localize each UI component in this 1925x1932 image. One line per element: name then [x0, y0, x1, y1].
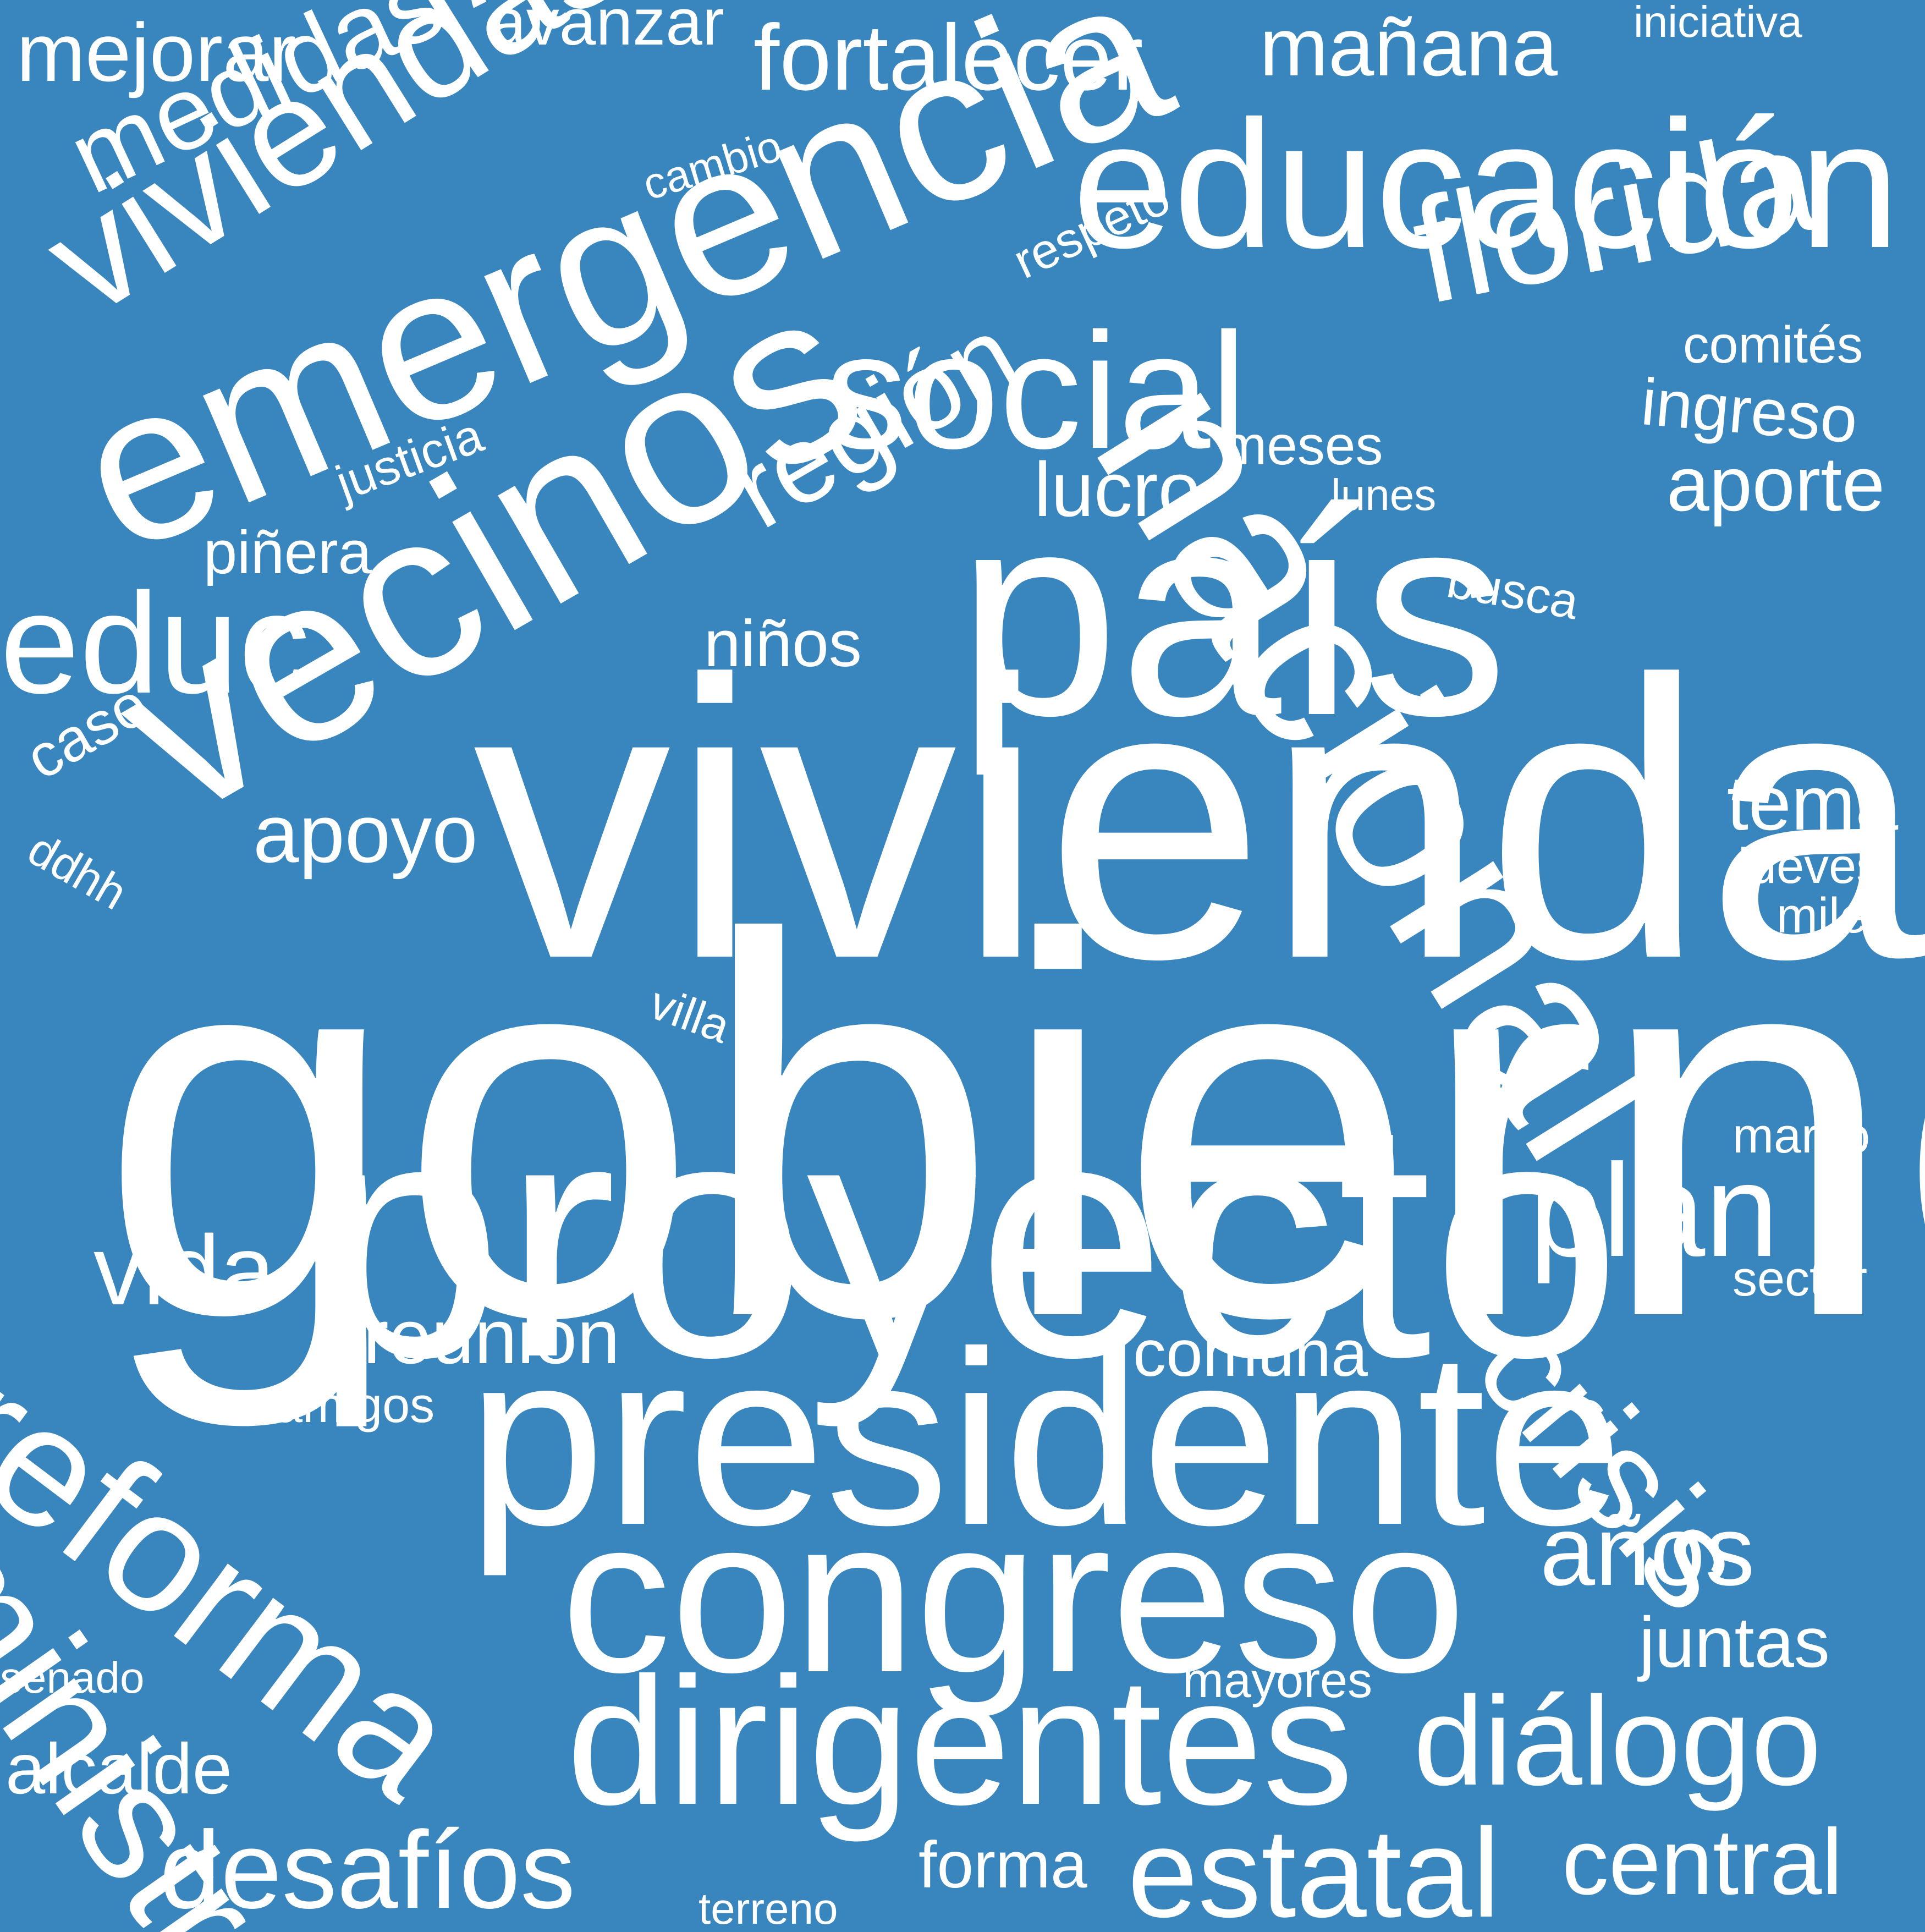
- word-miles: miles: [1777, 888, 1893, 943]
- word-dirigentes: dirigentes: [566, 1639, 1354, 1842]
- word-manana: mañana: [1260, 1, 1558, 93]
- word-tema: tema: [1727, 760, 1899, 846]
- word-ninos: niños: [704, 607, 862, 680]
- word-sector: sector: [1733, 1252, 1868, 1307]
- word-pais: país: [957, 451, 1508, 776]
- word-juntas: juntas: [1639, 1602, 1830, 1682]
- word-comites: comités: [1683, 316, 1863, 374]
- word-dialogo: diálogo: [1414, 1670, 1822, 1812]
- word-ingreso: ingreso: [1638, 365, 1861, 457]
- word-jueves: jueves: [1738, 839, 1882, 894]
- word-apoyo: apoyo: [253, 787, 478, 880]
- word-plan: plan: [1529, 1137, 1779, 1284]
- word-proyecto: proyecto: [314, 1047, 1621, 1428]
- word-terreno: terreno: [698, 1884, 838, 1932]
- word-alcalde: alcalde: [6, 1728, 232, 1809]
- word-lucro: lucro: [1034, 446, 1201, 533]
- word-central: central: [1562, 1810, 1843, 1914]
- word-gobierno: gobierno: [99, 826, 1925, 1429]
- word-iniciativa: iniciativa: [1634, 0, 1802, 46]
- word-amigos: amigos: [275, 1378, 435, 1433]
- word-vida: vida: [94, 1215, 276, 1326]
- word-forma: forma: [919, 1828, 1087, 1902]
- word-mejorar: mejorar: [16, 6, 296, 98]
- word-marco: marco: [1733, 1108, 1871, 1163]
- word-reunion: reunión: [363, 1293, 620, 1380]
- word-presidente: presidente: [468, 1300, 1624, 1577]
- word-desafios: desafíos: [160, 1809, 576, 1931]
- word-congreso: congreso: [561, 1472, 1466, 1718]
- word-lunes: lunes: [1331, 470, 1437, 519]
- word-aporte: aporte: [1667, 441, 1885, 527]
- word-estatal: estatal: [1128, 1802, 1500, 1932]
- word-educ: educ: [0, 564, 310, 723]
- word-meses: meses: [1221, 415, 1383, 476]
- word-senado: senado: [0, 1653, 145, 1702]
- word-vivienda: vivienda: [473, 598, 1925, 1041]
- word-avanzar: avanzar: [490, 0, 724, 59]
- word-mayores: mayores: [1182, 1653, 1373, 1708]
- word-social: social: [825, 298, 1247, 483]
- word-pinera: piñera: [204, 519, 372, 586]
- word-fortalecer: fortalecer: [754, 6, 1143, 110]
- word-educacion: educación: [1072, 83, 1900, 286]
- word-comuna: comuna: [1133, 1316, 1368, 1390]
- word-anos: años: [1540, 1496, 1755, 1606]
